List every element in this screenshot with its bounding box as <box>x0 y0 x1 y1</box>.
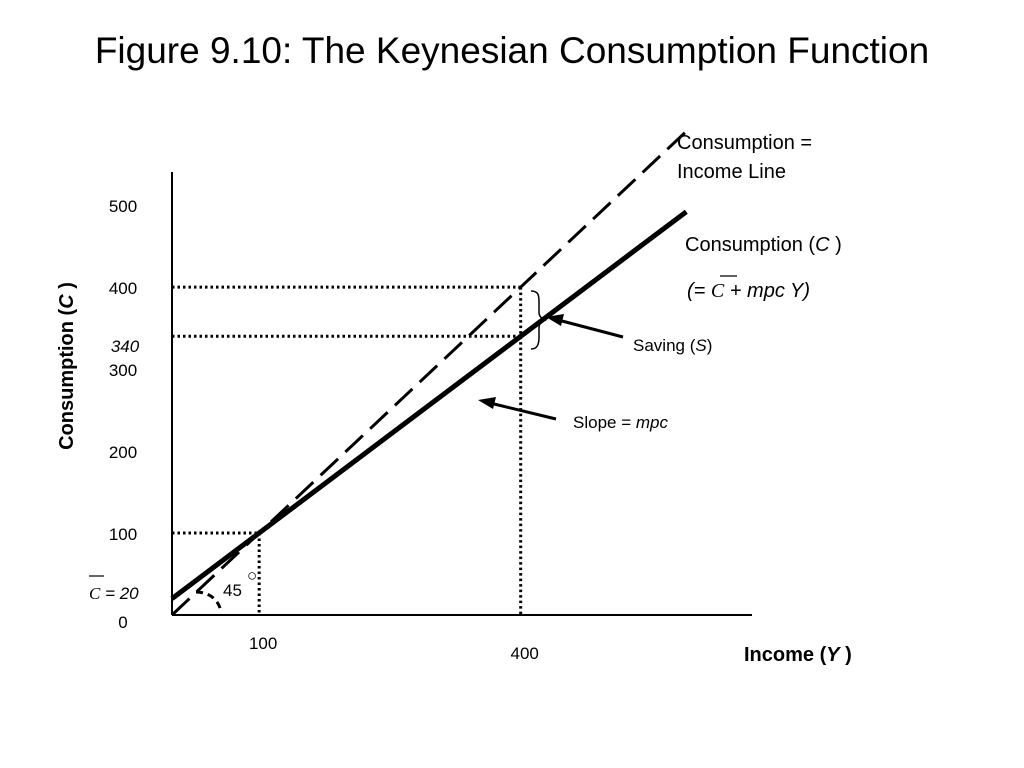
intercept-label: C = 20 <box>89 584 139 603</box>
y-tick-label-500: 500 <box>109 197 137 216</box>
slope-arrow-shaft <box>493 402 557 421</box>
dashed-line-label-2: Income Line <box>677 161 786 183</box>
x-axis-label: Income (Y ) <box>744 644 852 666</box>
consumption-label: Consumption (C ) <box>685 234 842 256</box>
slope-label: Slope = mpc <box>573 413 668 432</box>
saving-arrow-shaft <box>561 319 624 339</box>
y-tick-label-300: 300 <box>109 361 137 380</box>
angle-arc <box>195 590 223 614</box>
y-tick-label-0: 0 <box>118 613 127 632</box>
y-tick-label-400: 400 <box>109 279 137 298</box>
y-axis-label: Consumption (C ) <box>56 282 78 450</box>
axes <box>171 172 752 616</box>
consumption-function-line <box>170 209 688 601</box>
slope-arrow-head <box>478 397 496 409</box>
tick-labels: 0 100 200 300 400 500 340 100 400 C = 20 Income (Y… <box>56 197 852 666</box>
x-tick-label-400: 400 <box>510 644 538 663</box>
saving-arrow-head <box>546 314 564 326</box>
saving-label: Saving (S) <box>633 336 712 355</box>
guide-lines <box>172 285 523 615</box>
page-title: Figure 9.10: The Keynesian Consumption F… <box>94 30 930 71</box>
consumption-formula: (= C + mpc Y) <box>687 280 810 302</box>
y-tick-label-340: 340 <box>111 337 140 356</box>
y-tick-label-100: 100 <box>109 525 137 544</box>
degree-symbol: ○ <box>247 566 257 585</box>
annotations: Consumption = Income Line Consumption (C )… <box>195 132 842 614</box>
angle-label: 45 <box>223 581 242 600</box>
x-tick-label-100: 100 <box>249 634 277 653</box>
series-lines <box>170 130 688 617</box>
y-tick-label-200: 200 <box>109 443 137 462</box>
saving-brace <box>530 290 547 350</box>
dashed-line-label-1: Consumption = <box>677 132 812 154</box>
